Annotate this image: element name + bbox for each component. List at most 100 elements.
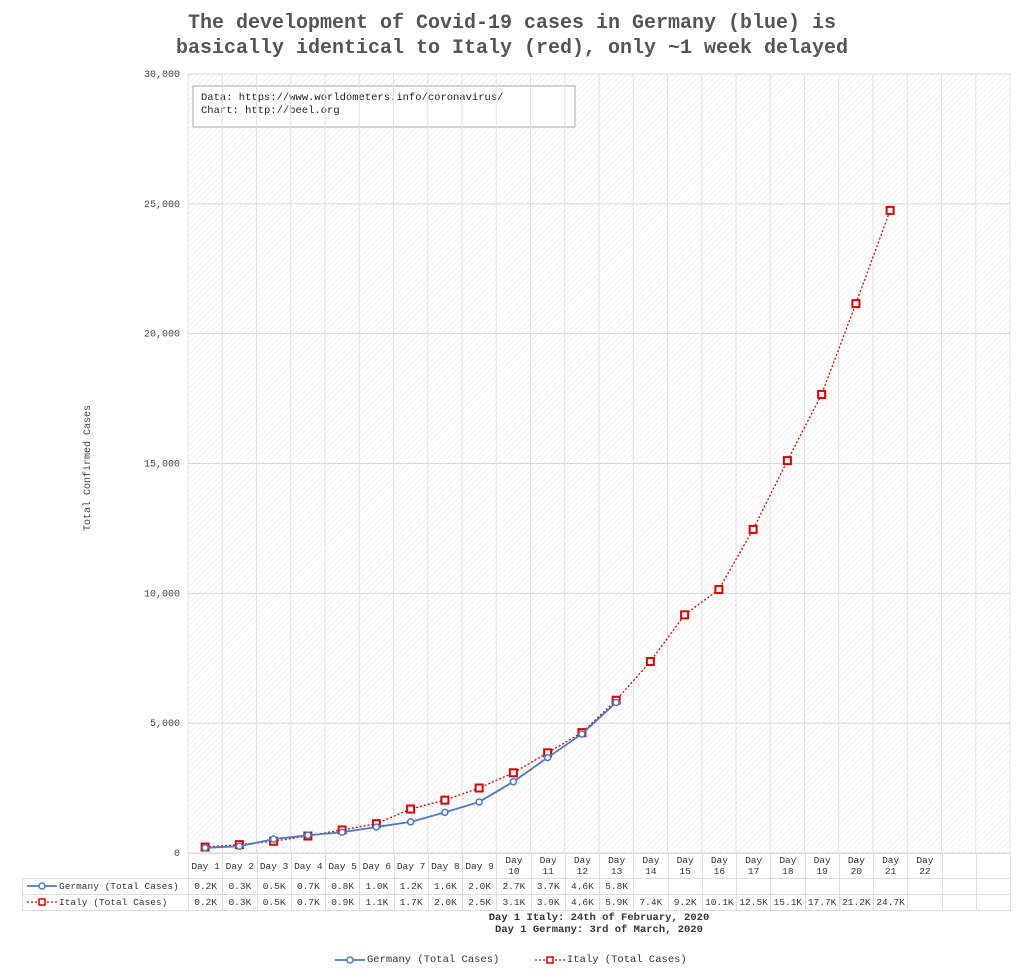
value-label: 12.5K bbox=[735, 894, 772, 911]
value-label: 0.7K bbox=[290, 894, 327, 911]
value-label: 1.0K bbox=[359, 878, 395, 895]
y-tick-label: 5,000 bbox=[150, 719, 180, 730]
point bbox=[782, 456, 792, 466]
x-tick-label: Day 22 bbox=[907, 853, 943, 879]
value-label: 0.7K bbox=[290, 878, 327, 895]
chart-title: The development of Covid-19 cases in Ger… bbox=[188, 12, 836, 35]
value-label: 1.6K bbox=[427, 878, 464, 895]
point bbox=[851, 299, 861, 309]
value-label: 0.3K bbox=[222, 894, 258, 911]
point bbox=[406, 818, 415, 826]
data-table: Day 1 Day 2 Day 3 Day 4 Day 5 Day 6 Day 7 Day 8… bbox=[22, 853, 1012, 911]
value-label: 5.8K bbox=[598, 878, 635, 895]
y-tick-label: 25,000 bbox=[144, 200, 180, 211]
legend-marker bbox=[38, 882, 46, 891]
point bbox=[269, 835, 278, 843]
point bbox=[304, 831, 312, 839]
value-label: 2.5K bbox=[461, 894, 498, 911]
x-tick-label: Day 5 bbox=[324, 853, 361, 879]
series-name: Italy (Total Cases) bbox=[59, 897, 168, 908]
x-tick-label: Day 7 bbox=[393, 853, 429, 879]
point bbox=[475, 798, 483, 806]
value-label: 24.7K bbox=[872, 894, 909, 911]
corner-cell bbox=[22, 853, 189, 879]
x-tick-label: Day 10 bbox=[496, 853, 532, 879]
value-label: 1.7K bbox=[393, 894, 429, 911]
legend-marker bbox=[546, 956, 554, 964]
point bbox=[440, 795, 450, 805]
legend-label: Germany (Total Cases) bbox=[367, 954, 500, 966]
footnote: Day 1 Italy: 24th of February, 2020 bbox=[488, 912, 710, 924]
x-tick-label: Day 15 bbox=[667, 853, 703, 879]
empty-cell bbox=[975, 853, 1012, 879]
point bbox=[201, 844, 209, 852]
point bbox=[645, 656, 655, 666]
empty-cell bbox=[701, 878, 738, 895]
legend-icon bbox=[27, 882, 57, 891]
x-tick-label: Day 1 bbox=[187, 853, 224, 879]
value-label: 0.5K bbox=[256, 878, 292, 895]
point bbox=[509, 777, 518, 786]
point bbox=[748, 524, 758, 534]
value-label: 1.2K bbox=[393, 878, 429, 895]
value-label: 0.3K bbox=[222, 878, 258, 895]
value-label: 5.9K bbox=[598, 894, 635, 911]
x-tick-label: Day 18 bbox=[770, 853, 806, 879]
empty-cell bbox=[975, 878, 1012, 895]
x-tick-label: Day 21 bbox=[872, 853, 909, 879]
point bbox=[543, 753, 552, 762]
empty-cell bbox=[941, 894, 977, 911]
annotation: Chart: http://beel.org bbox=[201, 105, 340, 117]
value-label: 15.1K bbox=[770, 894, 806, 911]
value-label: 4.6K bbox=[564, 878, 601, 895]
value-label: 17.7K bbox=[804, 894, 840, 911]
row-label: Italy (Total Cases) bbox=[22, 894, 189, 911]
y-tick-label: 20,000 bbox=[144, 330, 180, 341]
y-tick-label: 10,000 bbox=[144, 589, 180, 600]
value-label: 10.1K bbox=[701, 894, 738, 911]
empty-cell bbox=[667, 878, 703, 895]
empty-cell bbox=[633, 878, 669, 895]
empty-cell bbox=[872, 878, 909, 895]
row-label: Germany (Total Cases) bbox=[22, 878, 189, 895]
value-label: 0.2K bbox=[187, 878, 224, 895]
point bbox=[441, 808, 449, 817]
empty-cell bbox=[838, 878, 875, 895]
value-label: 2.0K bbox=[427, 894, 464, 911]
value-label: 0.8K bbox=[324, 878, 361, 895]
point bbox=[885, 205, 895, 215]
table-row: Italy (Total Cases) 0.2K 0.3K 0.5K 0.7K 0.9K 1… bbox=[22, 894, 1012, 911]
y-axis-label: Total Confirmed Cases bbox=[82, 405, 94, 531]
value-label: 3.1K bbox=[496, 894, 532, 911]
value-label: 7.4K bbox=[633, 894, 669, 911]
value-label: 3.7K bbox=[530, 878, 566, 895]
footnote: Day 1 Germany: 3rd of March, 2020 bbox=[495, 924, 703, 936]
x-tick-label: Day 17 bbox=[735, 853, 772, 879]
value-label: 0.9K bbox=[324, 894, 361, 911]
empty-cell bbox=[804, 878, 840, 895]
legend-marker bbox=[346, 956, 354, 964]
value-label: 1.1K bbox=[359, 894, 395, 911]
series-name: Germany (Total Cases) bbox=[59, 881, 179, 892]
legend-label: Italy (Total Cases) bbox=[567, 954, 687, 966]
point bbox=[817, 389, 827, 399]
x-tick-label: Day 20 bbox=[838, 853, 875, 879]
chart-title: basically identical to Italy (red), only… bbox=[176, 37, 848, 60]
empty-cell bbox=[907, 878, 943, 895]
legend-icon bbox=[27, 898, 57, 907]
header-row: Day 1 Day 2 Day 3 Day 4 Day 5 Day 6 Day 7 Day 8… bbox=[22, 853, 1012, 879]
x-tick-label: Day 2 bbox=[222, 853, 258, 879]
empty-cell bbox=[941, 878, 977, 895]
x-tick-label: Day 8 bbox=[427, 853, 464, 879]
x-tick-label: Day 16 bbox=[701, 853, 738, 879]
point bbox=[474, 783, 484, 793]
y-tick-label: 15,000 bbox=[144, 460, 180, 471]
x-tick-label: Day 4 bbox=[290, 853, 327, 879]
x-tick-label: Day 11 bbox=[530, 853, 566, 879]
legend-icon bbox=[535, 956, 565, 964]
x-tick-label: Day 13 bbox=[598, 853, 635, 879]
empty-cell bbox=[907, 894, 943, 911]
legend-icon bbox=[335, 956, 365, 964]
